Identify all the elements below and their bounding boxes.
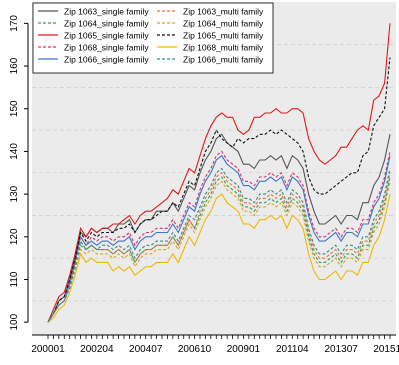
series-lines (47, 23, 391, 323)
legend-label: Zip 1063_multi family (183, 7, 264, 17)
x-tick-label: 200610 (178, 344, 212, 355)
x-tick-label: 201510 (373, 344, 399, 355)
x-tick-label: 201104 (276, 344, 309, 355)
x-tick-label: 201307 (324, 344, 358, 355)
legend-box (32, 2, 274, 74)
series-line (47, 23, 391, 323)
series-line (47, 167, 391, 323)
y-ticks: 100 110 120 130 140 150 160 170 (9, 15, 29, 331)
y-tick-label: 130 (9, 185, 20, 202)
legend-label: Zip 1065_single family (64, 31, 149, 41)
y-tick-label: 150 (9, 100, 20, 117)
y-tick-label: 120 (9, 228, 20, 245)
legend: Zip 1063_single family Zip 1064_single fa… (32, 2, 274, 74)
y-tick-label: 170 (9, 15, 20, 32)
x-ticks: 200001 200204 200407 200610 200901 201104 2013… (31, 335, 399, 355)
y-tick-label: 140 (9, 143, 20, 160)
y-tick-label: 100 (9, 313, 20, 330)
series-line (47, 176, 391, 323)
series-line (47, 180, 391, 323)
legend-label: Zip 1066_single family (64, 55, 149, 65)
legend-label: Zip 1064_single family (64, 19, 149, 29)
series-line (47, 171, 391, 323)
x-tick-label: 200001 (31, 344, 65, 355)
y-tick-label: 110 (9, 271, 20, 287)
series-line (47, 150, 391, 323)
y-tick-label: 160 (9, 57, 20, 74)
x-tick-label: 200901 (227, 344, 261, 355)
x-tick-label: 200407 (129, 344, 163, 355)
x-tick-label: 200204 (80, 344, 114, 355)
legend-label: Zip 1064_multi family (183, 19, 264, 29)
legend-label: Zip 1063_single family (64, 7, 149, 17)
legend-label: Zip 1066_multi family (183, 55, 264, 65)
series-line (47, 154, 391, 323)
legend-label: Zip 1068_single family (64, 43, 149, 53)
series-line (47, 193, 391, 323)
legend-label: Zip 1068_multi family (183, 43, 264, 53)
legend-label: Zip 1065_multi family (183, 31, 264, 41)
